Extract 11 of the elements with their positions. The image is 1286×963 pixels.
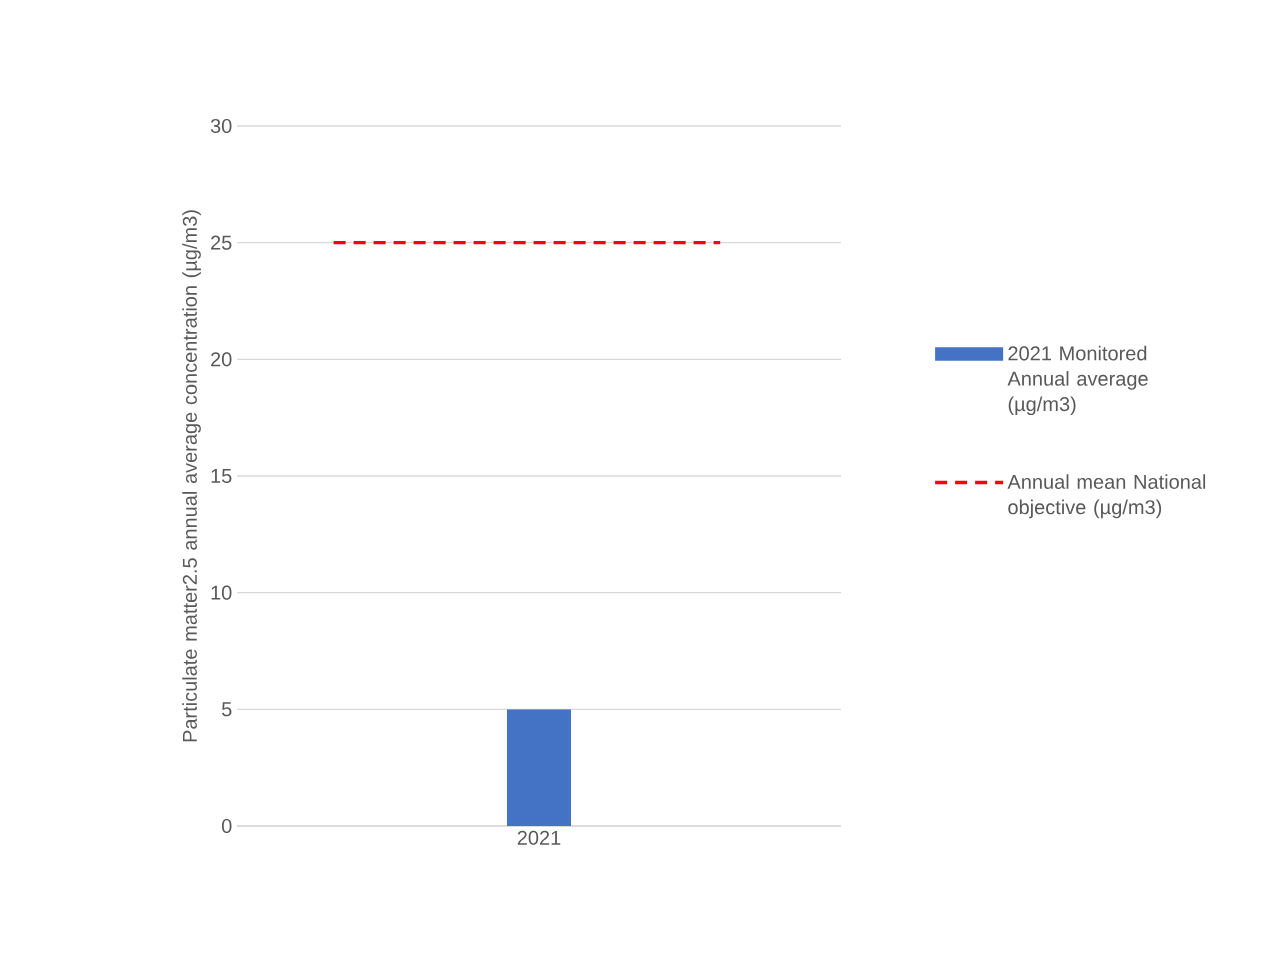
y-tick-label: 30: [210, 118, 232, 134]
legend-label: 2021 Monitored Annual average (µg/m3): [1007, 345, 1148, 416]
x-tick-label: 2021: [517, 830, 561, 845]
y-tick-label: 15: [211, 469, 232, 483]
y-axis-title: Particulate matter2.5 annual average concentration (µg/m3): [182, 210, 201, 742]
y-tick-label: 5: [221, 702, 232, 717]
y-tick-label: 0: [221, 818, 232, 834]
y-tick-label: 20: [211, 352, 232, 367]
y-tick-label: 10: [211, 585, 232, 600]
y-tick-label: 25: [211, 235, 232, 250]
legend-label: Annual mean National objective (µg/m3): [1007, 474, 1206, 519]
